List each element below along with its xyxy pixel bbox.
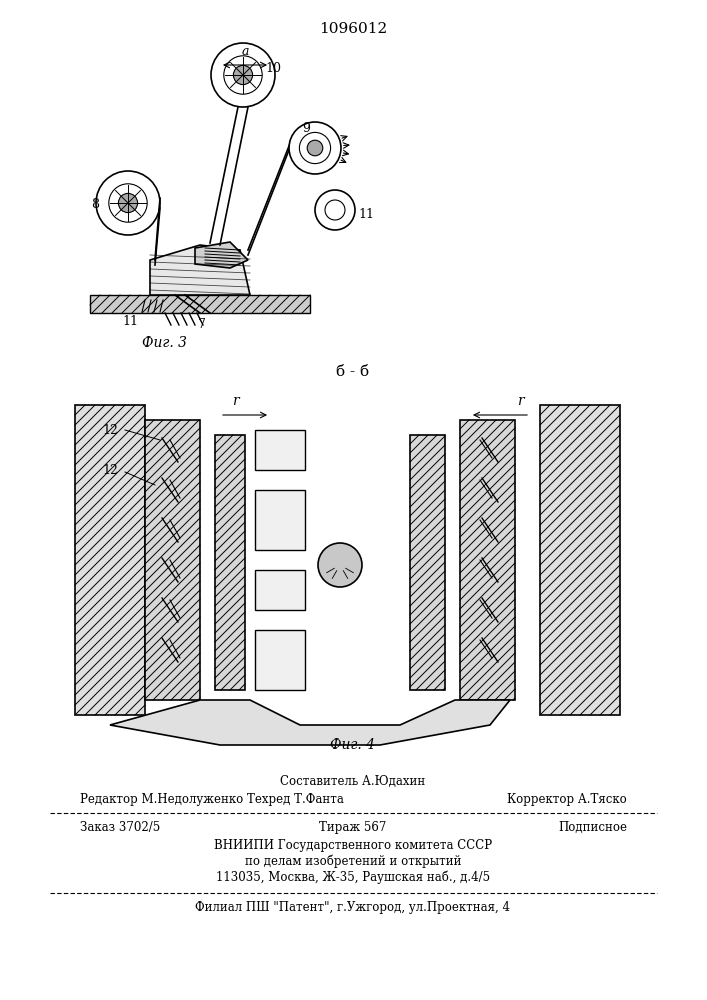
Text: 11: 11 (122, 315, 138, 328)
Text: Составитель А.Юдахин: Составитель А.Юдахин (281, 775, 426, 788)
Circle shape (315, 190, 355, 230)
Text: а: а (241, 45, 249, 58)
Text: 113035, Москва, Ж-35, Раушская наб., д.4/5: 113035, Москва, Ж-35, Раушская наб., д.4… (216, 871, 490, 884)
Text: 12: 12 (102, 424, 118, 436)
Text: по делам изобретений и открытий: по делам изобретений и открытий (245, 855, 461, 868)
Circle shape (211, 43, 275, 107)
Polygon shape (460, 420, 515, 700)
Text: 10: 10 (265, 62, 281, 75)
Circle shape (96, 171, 160, 235)
Text: Фиг. 4: Фиг. 4 (330, 738, 375, 752)
Text: 12: 12 (102, 464, 118, 477)
Circle shape (233, 65, 252, 85)
Text: 9: 9 (302, 121, 310, 134)
Text: Редактор М.Недолуженко Техред Т.Фанта: Редактор М.Недолуженко Техред Т.Фанта (80, 793, 344, 806)
Polygon shape (410, 435, 445, 690)
Circle shape (118, 193, 138, 213)
Text: Фиг. 3: Фиг. 3 (143, 336, 187, 350)
Polygon shape (150, 245, 250, 295)
Text: 8: 8 (91, 198, 99, 212)
Polygon shape (215, 435, 245, 690)
Circle shape (318, 543, 362, 587)
Polygon shape (145, 420, 200, 700)
Text: Тираж 567: Тираж 567 (320, 821, 387, 834)
Text: r: r (232, 394, 238, 408)
Text: 7: 7 (198, 318, 206, 331)
Polygon shape (75, 405, 145, 715)
Text: 11: 11 (358, 209, 374, 222)
Text: ВНИИПИ Государственного комитета СССР: ВНИИПИ Государственного комитета СССР (214, 839, 492, 852)
Text: 1096012: 1096012 (319, 22, 387, 36)
Text: Подписное: Подписное (558, 821, 627, 834)
Text: Корректор А.Тяско: Корректор А.Тяско (507, 793, 627, 806)
Polygon shape (110, 700, 510, 745)
Circle shape (308, 140, 323, 156)
Polygon shape (540, 405, 620, 715)
Text: Заказ 3702/5: Заказ 3702/5 (80, 821, 160, 834)
Polygon shape (255, 570, 305, 610)
Text: r: r (517, 394, 523, 408)
Text: Филиал ПШ "Патент", г.Ужгород, ул.Проектная, 4: Филиал ПШ "Патент", г.Ужгород, ул.Проект… (196, 901, 510, 914)
Polygon shape (255, 630, 305, 690)
Circle shape (289, 122, 341, 174)
Polygon shape (255, 490, 305, 550)
Text: б - б: б - б (337, 365, 370, 379)
Polygon shape (255, 430, 305, 470)
Polygon shape (195, 242, 248, 268)
Polygon shape (90, 295, 310, 313)
